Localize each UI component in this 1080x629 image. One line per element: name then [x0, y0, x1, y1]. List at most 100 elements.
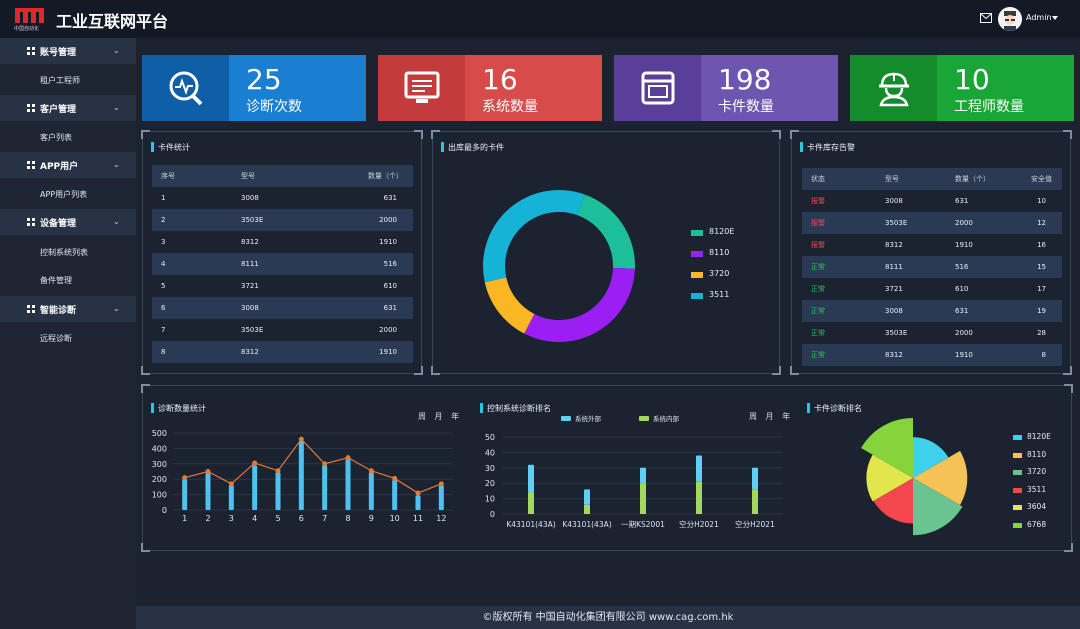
table-cell: 3008: [241, 194, 259, 202]
sidebar-group-app-user[interactable]: APP用户 ⌄: [0, 152, 136, 178]
table-row[interactable]: 报警 8312 1910 16: [802, 234, 1062, 256]
legend-item[interactable]: 6768: [1013, 520, 1051, 538]
table-row[interactable]: 8 8312 1910: [152, 341, 413, 363]
table-cell: 8: [1014, 344, 1062, 366]
trend-point-5: [275, 468, 281, 474]
table-cell: 8312: [232, 341, 332, 363]
panel-title: 控制系统诊断排名: [480, 403, 551, 414]
table-cell: 3721: [885, 285, 903, 293]
bar-month-5: [275, 472, 281, 510]
table-cell: 3008: [232, 297, 332, 319]
legend-item[interactable]: 8110: [691, 248, 734, 269]
rose-slice-3720: [913, 478, 963, 536]
table-row[interactable]: 正常 8312 1910 8: [802, 344, 1062, 366]
legend-item[interactable]: 3511: [691, 290, 734, 311]
sidebar-group-account[interactable]: 账号管理 ⌄: [0, 38, 136, 64]
table-row[interactable]: 正常 3008 631 19: [802, 300, 1062, 322]
table-row[interactable]: 正常 8111 516 15: [802, 256, 1062, 278]
table-cell: 8111: [232, 253, 332, 275]
status-badge: 报警: [811, 197, 825, 205]
stat-card-systems[interactable]: 16 系统数量: [378, 55, 602, 121]
donut-slice-8110: [524, 267, 635, 342]
bar-month-11: [415, 495, 421, 510]
company-logo: [15, 8, 44, 23]
sidebar-group-label: 账号管理: [40, 48, 77, 58]
status-badge: 报警: [811, 241, 825, 249]
stat-card-engineers[interactable]: 10 工程师数量: [850, 55, 1074, 121]
stat-card-cards[interactable]: 198 卡件数量: [614, 55, 838, 121]
table-row[interactable]: 报警 3008 631 10: [802, 190, 1062, 212]
table-row[interactable]: 正常 3503E 2000 28: [802, 322, 1062, 344]
table-row[interactable]: 2 3503E 2000: [152, 209, 413, 231]
legend-swatch: [1013, 505, 1022, 510]
legend-item[interactable]: 3604: [1013, 502, 1051, 520]
y-tick-label: 400: [152, 444, 167, 453]
mail-icon[interactable]: [980, 13, 992, 23]
table-cell: 631: [946, 300, 1014, 322]
panel-title: 卡件库存告警: [800, 142, 855, 153]
column-header: 数量（个）: [332, 165, 413, 187]
sidebar-item-remote-diagnosis[interactable]: 远程诊断: [40, 334, 72, 343]
legend-item[interactable]: 8120E: [1013, 432, 1051, 450]
table-row[interactable]: 6 3008 631: [152, 297, 413, 319]
inventory-table: 状态 型号 数量（个） 安全值 报警 3008 631 10 报警 3503E 2000 12…: [802, 168, 1062, 366]
x-tick-label: 空分H2021: [735, 519, 775, 529]
grid-icon: [27, 305, 35, 313]
table-row[interactable]: 7 3503E 2000: [152, 319, 413, 341]
legend-label: 3604: [1027, 502, 1047, 511]
legend-item[interactable]: 3720: [691, 269, 734, 290]
y-tick-label: 20: [485, 479, 495, 488]
trend-point-4: [252, 460, 258, 466]
period-tabs[interactable]: 周 月 年: [749, 412, 794, 421]
donut-legend: 8120E 8110 3720 3511: [691, 227, 734, 311]
sidebar-group-device[interactable]: 设备管理 ⌄: [0, 209, 136, 235]
rose-slice-8120E: [913, 437, 949, 478]
table-cell: 3503E: [876, 212, 946, 234]
table-row[interactable]: 4 8111 516: [152, 253, 413, 275]
bar-month-10: [392, 479, 398, 510]
sidebar-group-diagnosis[interactable]: 智能诊断 ⌄: [0, 296, 136, 322]
table-cell: 2000: [332, 209, 413, 231]
table-cell: 610: [383, 282, 397, 290]
sidebar-group-customer[interactable]: 客户管理 ⌄: [0, 95, 136, 121]
legend-item[interactable]: 8120E: [691, 227, 734, 248]
period-tabs[interactable]: 周 月 年: [418, 412, 463, 421]
table-row[interactable]: 1 3008 631: [152, 187, 413, 209]
stat-card-diagnosis[interactable]: 25 诊断次数: [142, 55, 366, 121]
table-row[interactable]: 3 8312 1910: [152, 231, 413, 253]
y-tick-label: 40: [485, 448, 495, 457]
table-row[interactable]: 正常 3721 610 17: [802, 278, 1062, 300]
legend-item[interactable]: 3720: [1013, 467, 1051, 485]
card-rank-rose-chart: [861, 418, 968, 536]
x-tick-label: 9: [369, 514, 374, 523]
table-cell: 2000: [379, 326, 397, 334]
sidebar-item-spare-parts[interactable]: 备件管理: [40, 276, 72, 285]
sidebar-item-app-user-list[interactable]: APP用户列表: [40, 190, 88, 199]
trend-point-9: [368, 468, 374, 474]
sidebar-item-tenant-engineer[interactable]: 租户工程师: [40, 76, 80, 85]
legend-item[interactable]: 8110: [1013, 450, 1051, 468]
avatar[interactable]: [998, 7, 1022, 31]
table-row[interactable]: 报警 3503E 2000 12: [802, 212, 1062, 234]
panel-title: 卡件诊断排名: [807, 403, 862, 414]
sidebar-item-customer-list[interactable]: 客户列表: [40, 133, 72, 142]
rose-slice-6768: [861, 418, 913, 478]
card-icon: [641, 71, 675, 105]
logo-subtitle: 中国自动化: [14, 26, 40, 32]
table-row[interactable]: 5 3721 610: [152, 275, 413, 297]
top-bar: 中国自动化 工业互联网平台 Admin: [0, 0, 1080, 38]
table-cell: 10: [1037, 197, 1046, 205]
chevron-down-icon[interactable]: [1052, 16, 1058, 20]
diagnosis-icon: [169, 71, 203, 106]
column-header: 数量（个）: [946, 168, 1014, 190]
column-header: 序号: [152, 165, 232, 187]
stat-value: 198: [718, 63, 772, 96]
sidebar-item-control-system-list[interactable]: 控制系统列表: [40, 248, 88, 257]
x-tick-label: 1: [182, 514, 187, 523]
y-tick-label: 30: [485, 464, 495, 473]
legend-item[interactable]: 3511: [1013, 485, 1051, 503]
legend-swatch: [1013, 487, 1022, 493]
user-name[interactable]: Admin: [1026, 13, 1052, 22]
table-cell: 1910: [332, 341, 413, 363]
